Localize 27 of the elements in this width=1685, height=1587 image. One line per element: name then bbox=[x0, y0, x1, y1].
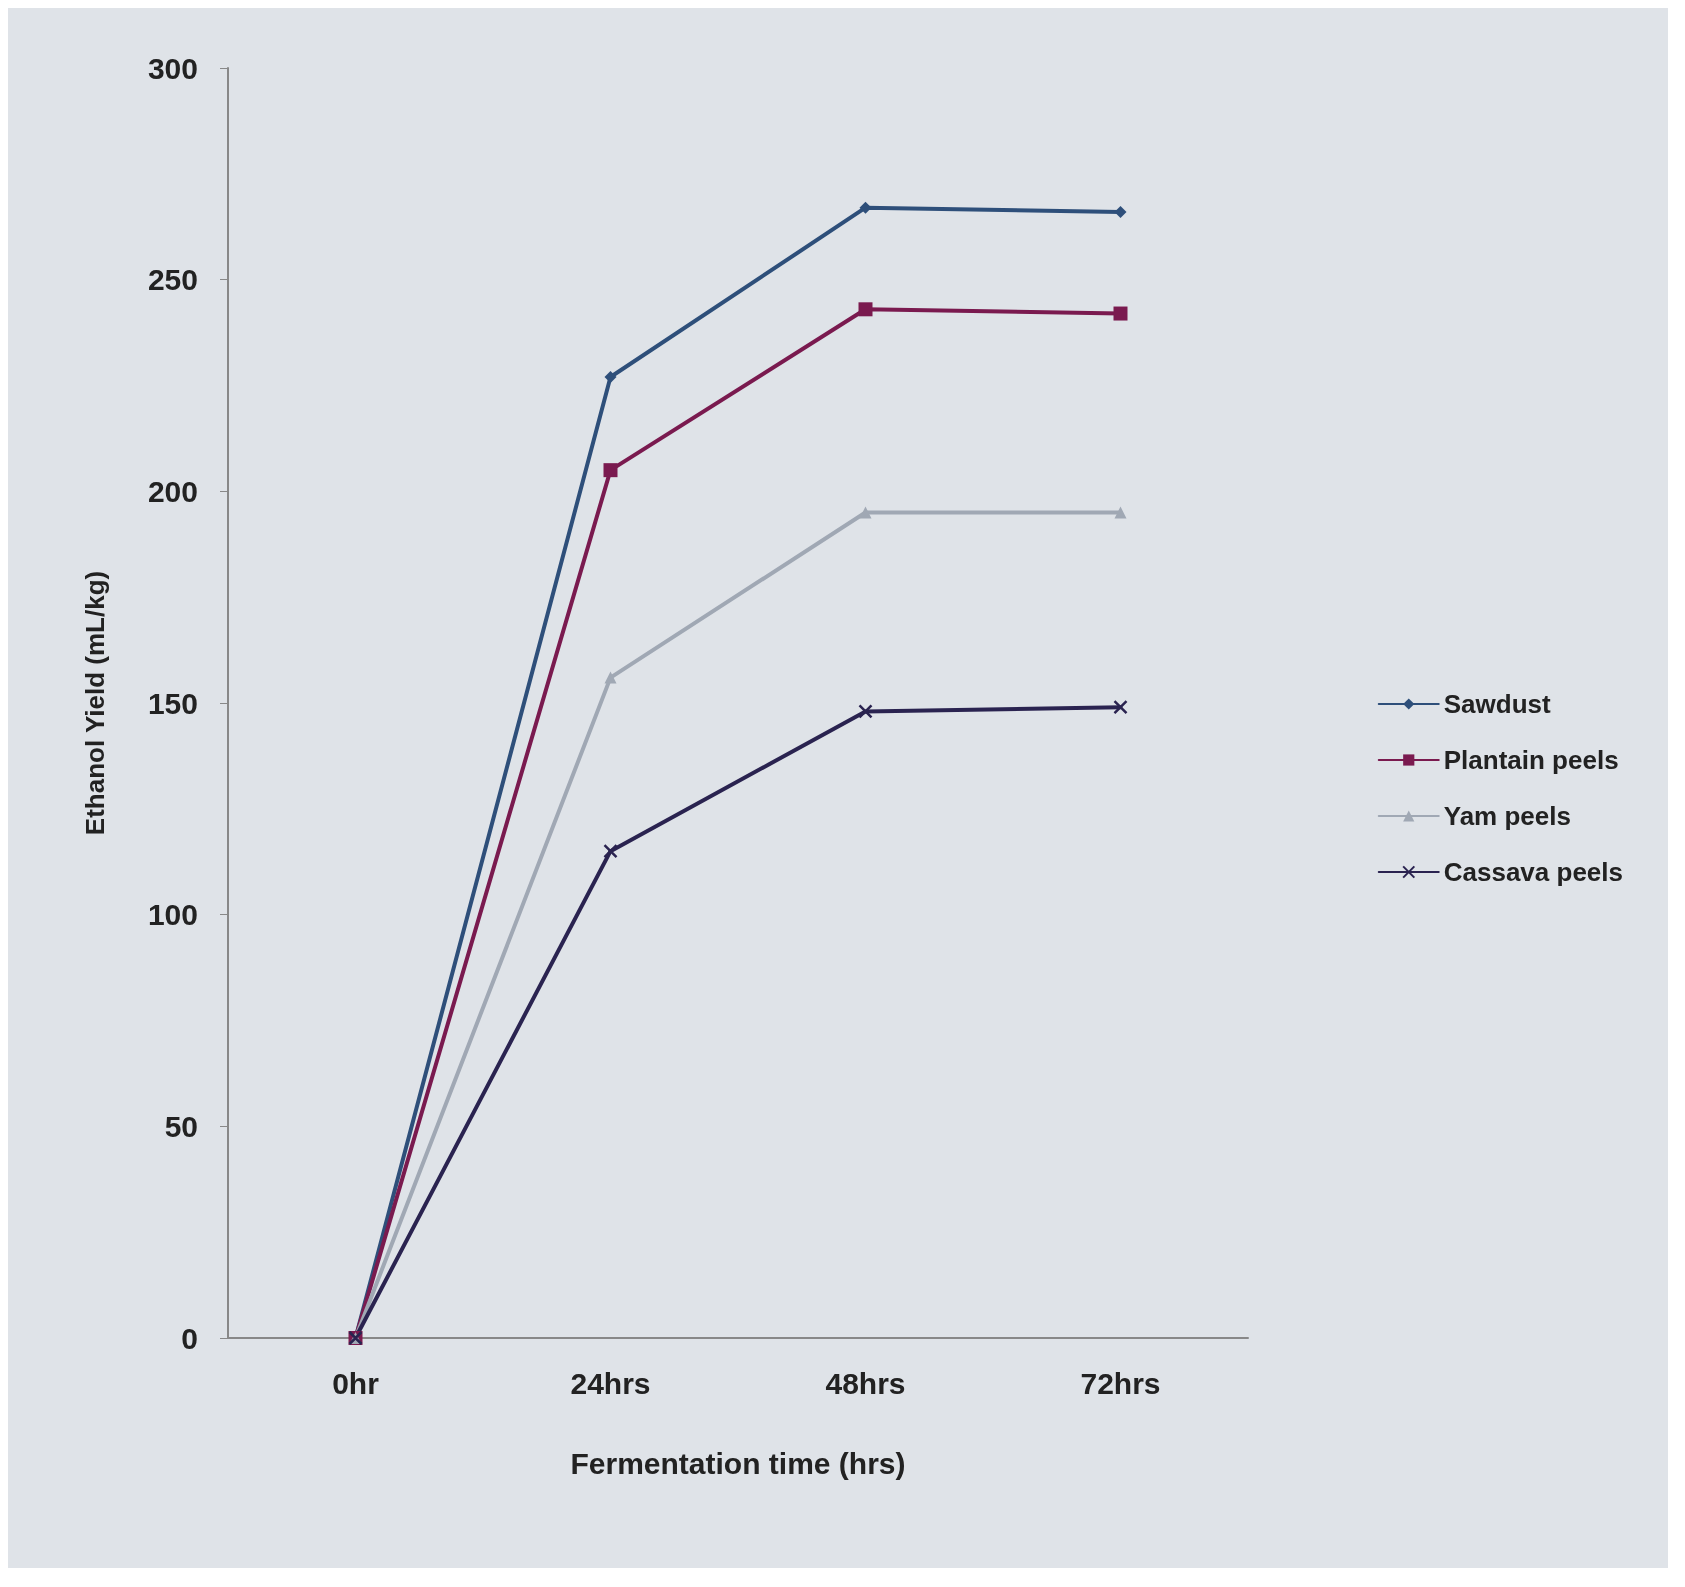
y-axis-title: Ethanol Yield (mL/kg) bbox=[80, 570, 110, 836]
point bbox=[603, 463, 618, 478]
x-tick-label: 24hrs bbox=[570, 1366, 651, 1400]
legend-label: Plantain peels bbox=[1443, 745, 1619, 775]
legend-label: Yam peels bbox=[1443, 801, 1571, 831]
x-tick-label: 0hr bbox=[332, 1366, 380, 1400]
y-tick-label: 150 bbox=[147, 686, 198, 720]
point bbox=[604, 371, 617, 384]
point bbox=[604, 671, 617, 684]
point bbox=[859, 506, 872, 519]
point bbox=[1113, 699, 1128, 715]
legend-label: Cassava peels bbox=[1443, 857, 1623, 887]
x-tick-label: 72hrs bbox=[1080, 1366, 1161, 1400]
point bbox=[858, 704, 873, 719]
y-tick-label: 50 bbox=[164, 1109, 198, 1143]
x-axis-title: Fermentation time (hrs) bbox=[570, 1446, 906, 1480]
y-tick-label: 200 bbox=[147, 474, 198, 508]
x-tick-label: 48hrs bbox=[825, 1366, 906, 1400]
point bbox=[1113, 306, 1128, 321]
y-tick-label: 300 bbox=[147, 51, 198, 85]
point bbox=[858, 302, 873, 317]
y-tick-label: 250 bbox=[147, 263, 198, 297]
y-tick-label: 0 bbox=[181, 1321, 198, 1355]
point bbox=[603, 843, 618, 859]
point bbox=[1114, 506, 1127, 519]
legend-label: Sawdust bbox=[1443, 689, 1551, 719]
y-tick-label: 100 bbox=[147, 898, 198, 932]
